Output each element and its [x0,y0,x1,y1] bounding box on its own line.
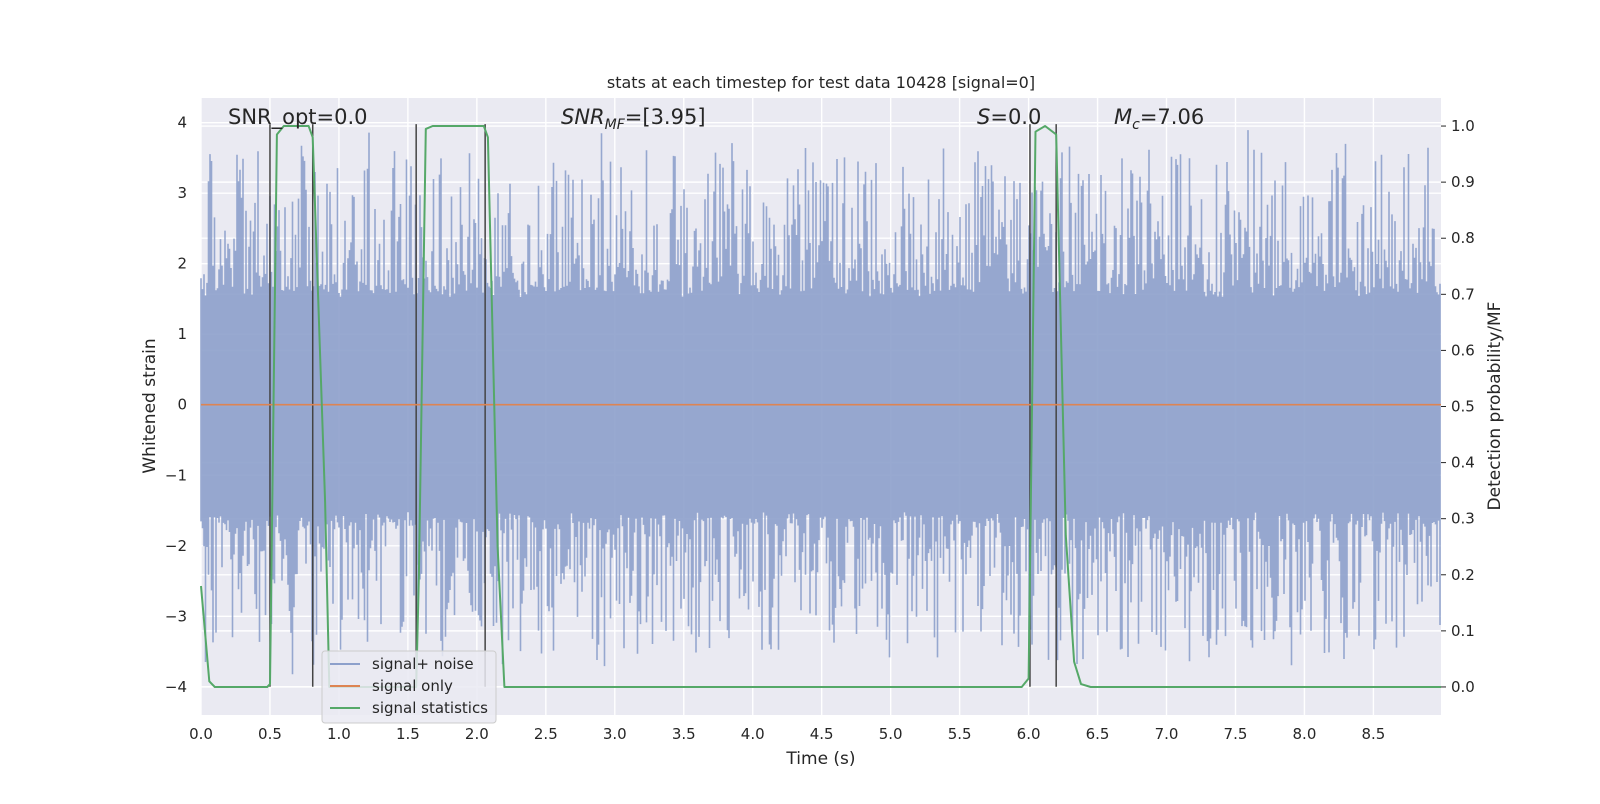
x-tick-label: 2.5 [534,725,558,743]
y-right-tick-label: 0.6 [1451,341,1475,359]
annotation-snr-mf-sub: MF [605,117,626,133]
annotation-snr-mf: SNRMF=[3.95] [561,105,706,133]
y-right-tick-label: 0.9 [1451,173,1475,191]
legend-label-signal-statistics: signal statistics [372,699,488,717]
annotation-snr-opt: SNR_opt=0.0 [228,105,368,130]
x-tick-label: 7.0 [1155,725,1179,743]
x-tick-label: 1.0 [327,725,351,743]
x-tick-label: 3.5 [672,725,696,743]
annotation-mc: Mc=7.06 [1114,105,1204,133]
x-tick-label: 5.5 [948,725,972,743]
annotation-mc-value: =7.06 [1140,105,1204,129]
y-right-tick-label: 0.4 [1451,454,1475,472]
x-tick-label: 4.0 [741,725,765,743]
y-left-tick-label: 4 [177,114,187,132]
y-axis-label-left: Whitened strain [140,338,160,473]
x-axis-label: Time (s) [785,749,855,769]
y-right-tick-label: 0.7 [1451,285,1475,303]
series-lines [200,125,1441,688]
legend-box [321,650,497,724]
y-right-tick-label: 0.0 [1451,678,1475,696]
y-right-tick-label: 0.1 [1451,622,1475,640]
annotation-s-value: =0.0 [990,105,1041,129]
y-left-tick-label: 1 [177,325,187,343]
y-left-tick-label: 0 [177,396,187,414]
legend: signal+ noise signal only signal statist… [321,650,497,724]
x-tick-label: 0.5 [258,725,282,743]
legend-label-signal-only: signal only [372,677,453,695]
x-tick-label: 8.5 [1361,725,1385,743]
legend-label-signal-noise: signal+ noise [372,655,474,673]
y-right-tick-label: 0.2 [1451,566,1475,584]
annotation-snr-mf-main: SNR [561,105,605,129]
annotation-mc-sub: c [1132,117,1140,133]
y-left-tick-label: −3 [165,607,187,625]
signal-statistics-line [200,125,1441,688]
y-right-tick-label: 1.0 [1451,117,1475,135]
x-tick-label: 0.0 [189,725,213,743]
y-left-tick-label: 2 [177,255,187,273]
x-tick-label: 1.5 [396,725,420,743]
x-tick-label: 8.0 [1293,725,1317,743]
x-tick-label: 3.0 [603,725,627,743]
y-left-tick-label: −4 [165,678,187,696]
annotation-snr-mf-value: =[3.95] [625,105,706,129]
x-tick-label: 6.5 [1086,725,1110,743]
y-left-tick-label: −2 [165,537,187,555]
y-axis-label-right: Detection probability/MF [1485,302,1505,511]
annotation-s-main: S [977,105,990,129]
y-right-tick-label: 0.8 [1451,229,1475,247]
tick-labels: 0.0 0.5 1.0 1.5 2.0 2.5 3.0 3.5 4.0 4.5 5.0 5.5 6.0 6… [165,114,1475,743]
chart-title: stats at each timestep for test data 104… [607,73,1035,92]
annotation-mc-main: M [1114,105,1132,129]
annotation-s: S=0.0 [977,105,1041,129]
y-left-tick-label: 3 [177,184,187,202]
x-tick-label: 4.5 [810,725,834,743]
x-tick-label: 6.0 [1017,725,1041,743]
x-tick-label: 2.0 [465,725,489,743]
x-tick-label: 5.0 [879,725,903,743]
y-right-tick-label: 0.3 [1451,510,1475,528]
y-left-tick-label: −1 [165,466,187,484]
y-right-tick-label: 0.5 [1451,398,1475,416]
x-tick-label: 7.5 [1224,725,1248,743]
